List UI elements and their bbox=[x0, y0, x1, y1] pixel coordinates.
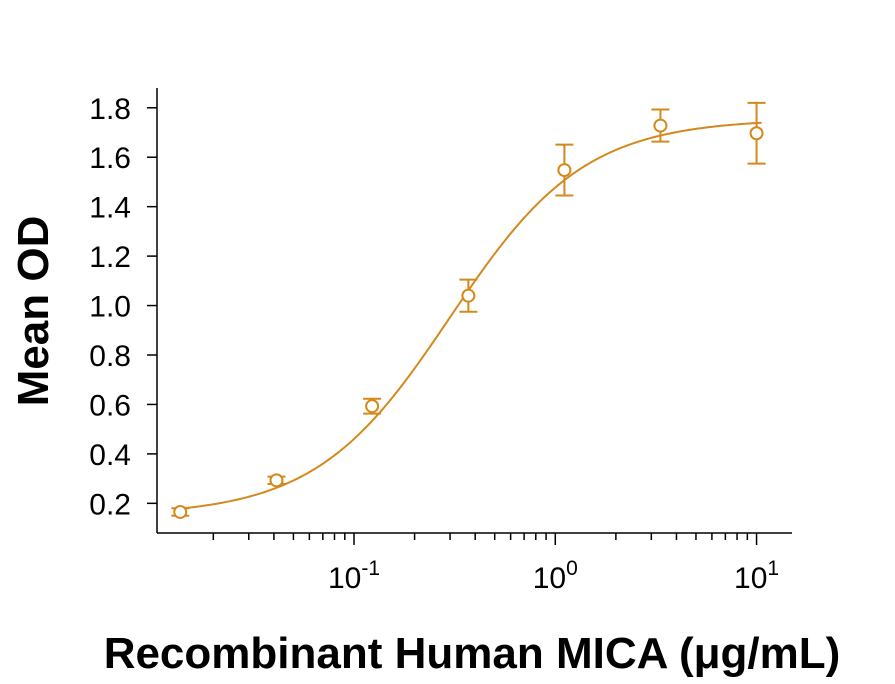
data-point bbox=[557, 163, 572, 178]
y-tick-label: 0.6 bbox=[89, 389, 131, 422]
y-tick-label: 1.4 bbox=[89, 192, 131, 225]
y-tick-label: 0.2 bbox=[89, 488, 131, 521]
y-axis-title: Mean OD bbox=[9, 216, 58, 407]
y-tick-label: 1.8 bbox=[89, 93, 131, 126]
data-point bbox=[749, 126, 764, 141]
x-axis-title: Recombinant Human MICA (μg/mL) bbox=[104, 629, 841, 678]
x-tick-label: 10-1 bbox=[328, 557, 380, 595]
data-point bbox=[365, 399, 380, 414]
data-point bbox=[173, 504, 188, 519]
axes: 0.2 0.4 0.6 0.8 1.0 1.2 1.4 1.6 1.8 10-1 100 101 bbox=[89, 88, 792, 595]
data-point bbox=[461, 288, 476, 303]
x-tick-label: 100 bbox=[533, 557, 578, 595]
y-tick-label: 0.8 bbox=[89, 340, 131, 373]
data-point bbox=[269, 473, 284, 488]
y-ticks: 0.2 0.4 0.6 0.8 1.0 1.2 1.4 1.6 1.8 bbox=[89, 93, 157, 521]
data-point bbox=[653, 118, 668, 133]
x-ticks: 10-1 100 101 bbox=[212, 533, 779, 595]
y-tick-label: 1.6 bbox=[89, 142, 131, 175]
y-tick-label: 0.4 bbox=[89, 439, 131, 472]
x-tick-label: 101 bbox=[734, 557, 779, 595]
fit-curve bbox=[176, 121, 762, 510]
y-tick-label: 1.2 bbox=[89, 241, 131, 274]
y-tick-label: 1.0 bbox=[89, 291, 131, 324]
data-points bbox=[171, 101, 766, 519]
plot-area bbox=[171, 101, 766, 519]
